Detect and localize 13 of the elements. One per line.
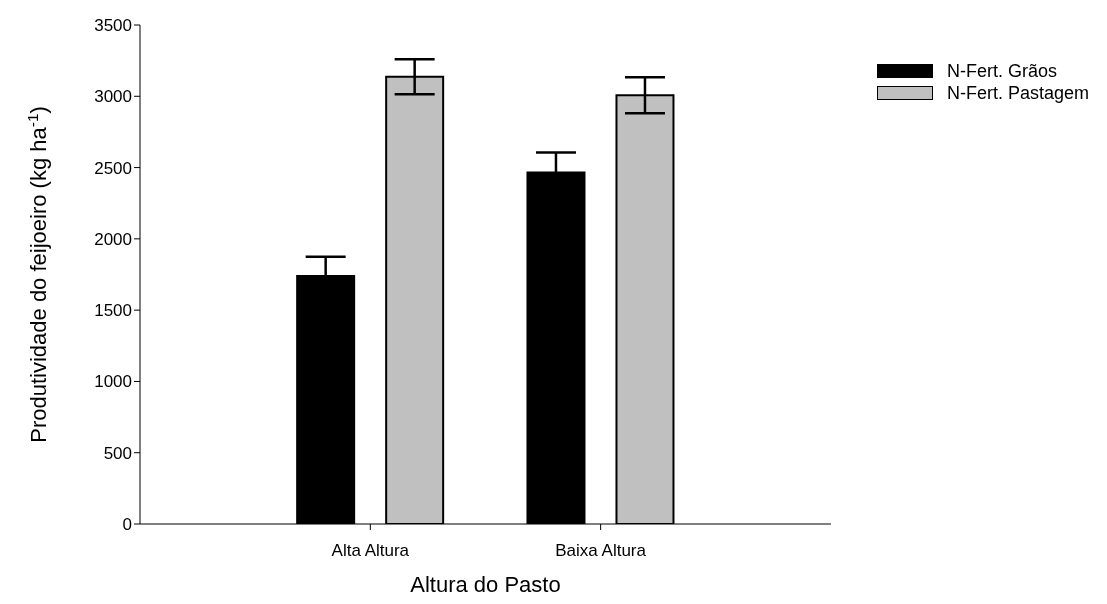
- legend-label: N-Fert. Pastagem: [946, 82, 1089, 104]
- x-axis-title: Altura do Pasto: [410, 572, 561, 597]
- y-tick-label: 1000: [94, 372, 132, 392]
- y-tick-label: 2000: [94, 229, 132, 249]
- x-tick-label: Baixa Altura: [555, 541, 647, 561]
- y-tick-label: 3500: [94, 16, 132, 36]
- y-tick-label: 2500: [94, 158, 132, 178]
- y-tick-label: 500: [103, 443, 132, 463]
- x-tick-label: Alta Altura: [331, 541, 410, 561]
- y-tick-label: 3000: [94, 87, 132, 107]
- y-tick-label: 0: [122, 515, 132, 535]
- legend-label: N-Fert. Grãos: [946, 60, 1057, 82]
- y-tick-label: 1500: [94, 301, 132, 321]
